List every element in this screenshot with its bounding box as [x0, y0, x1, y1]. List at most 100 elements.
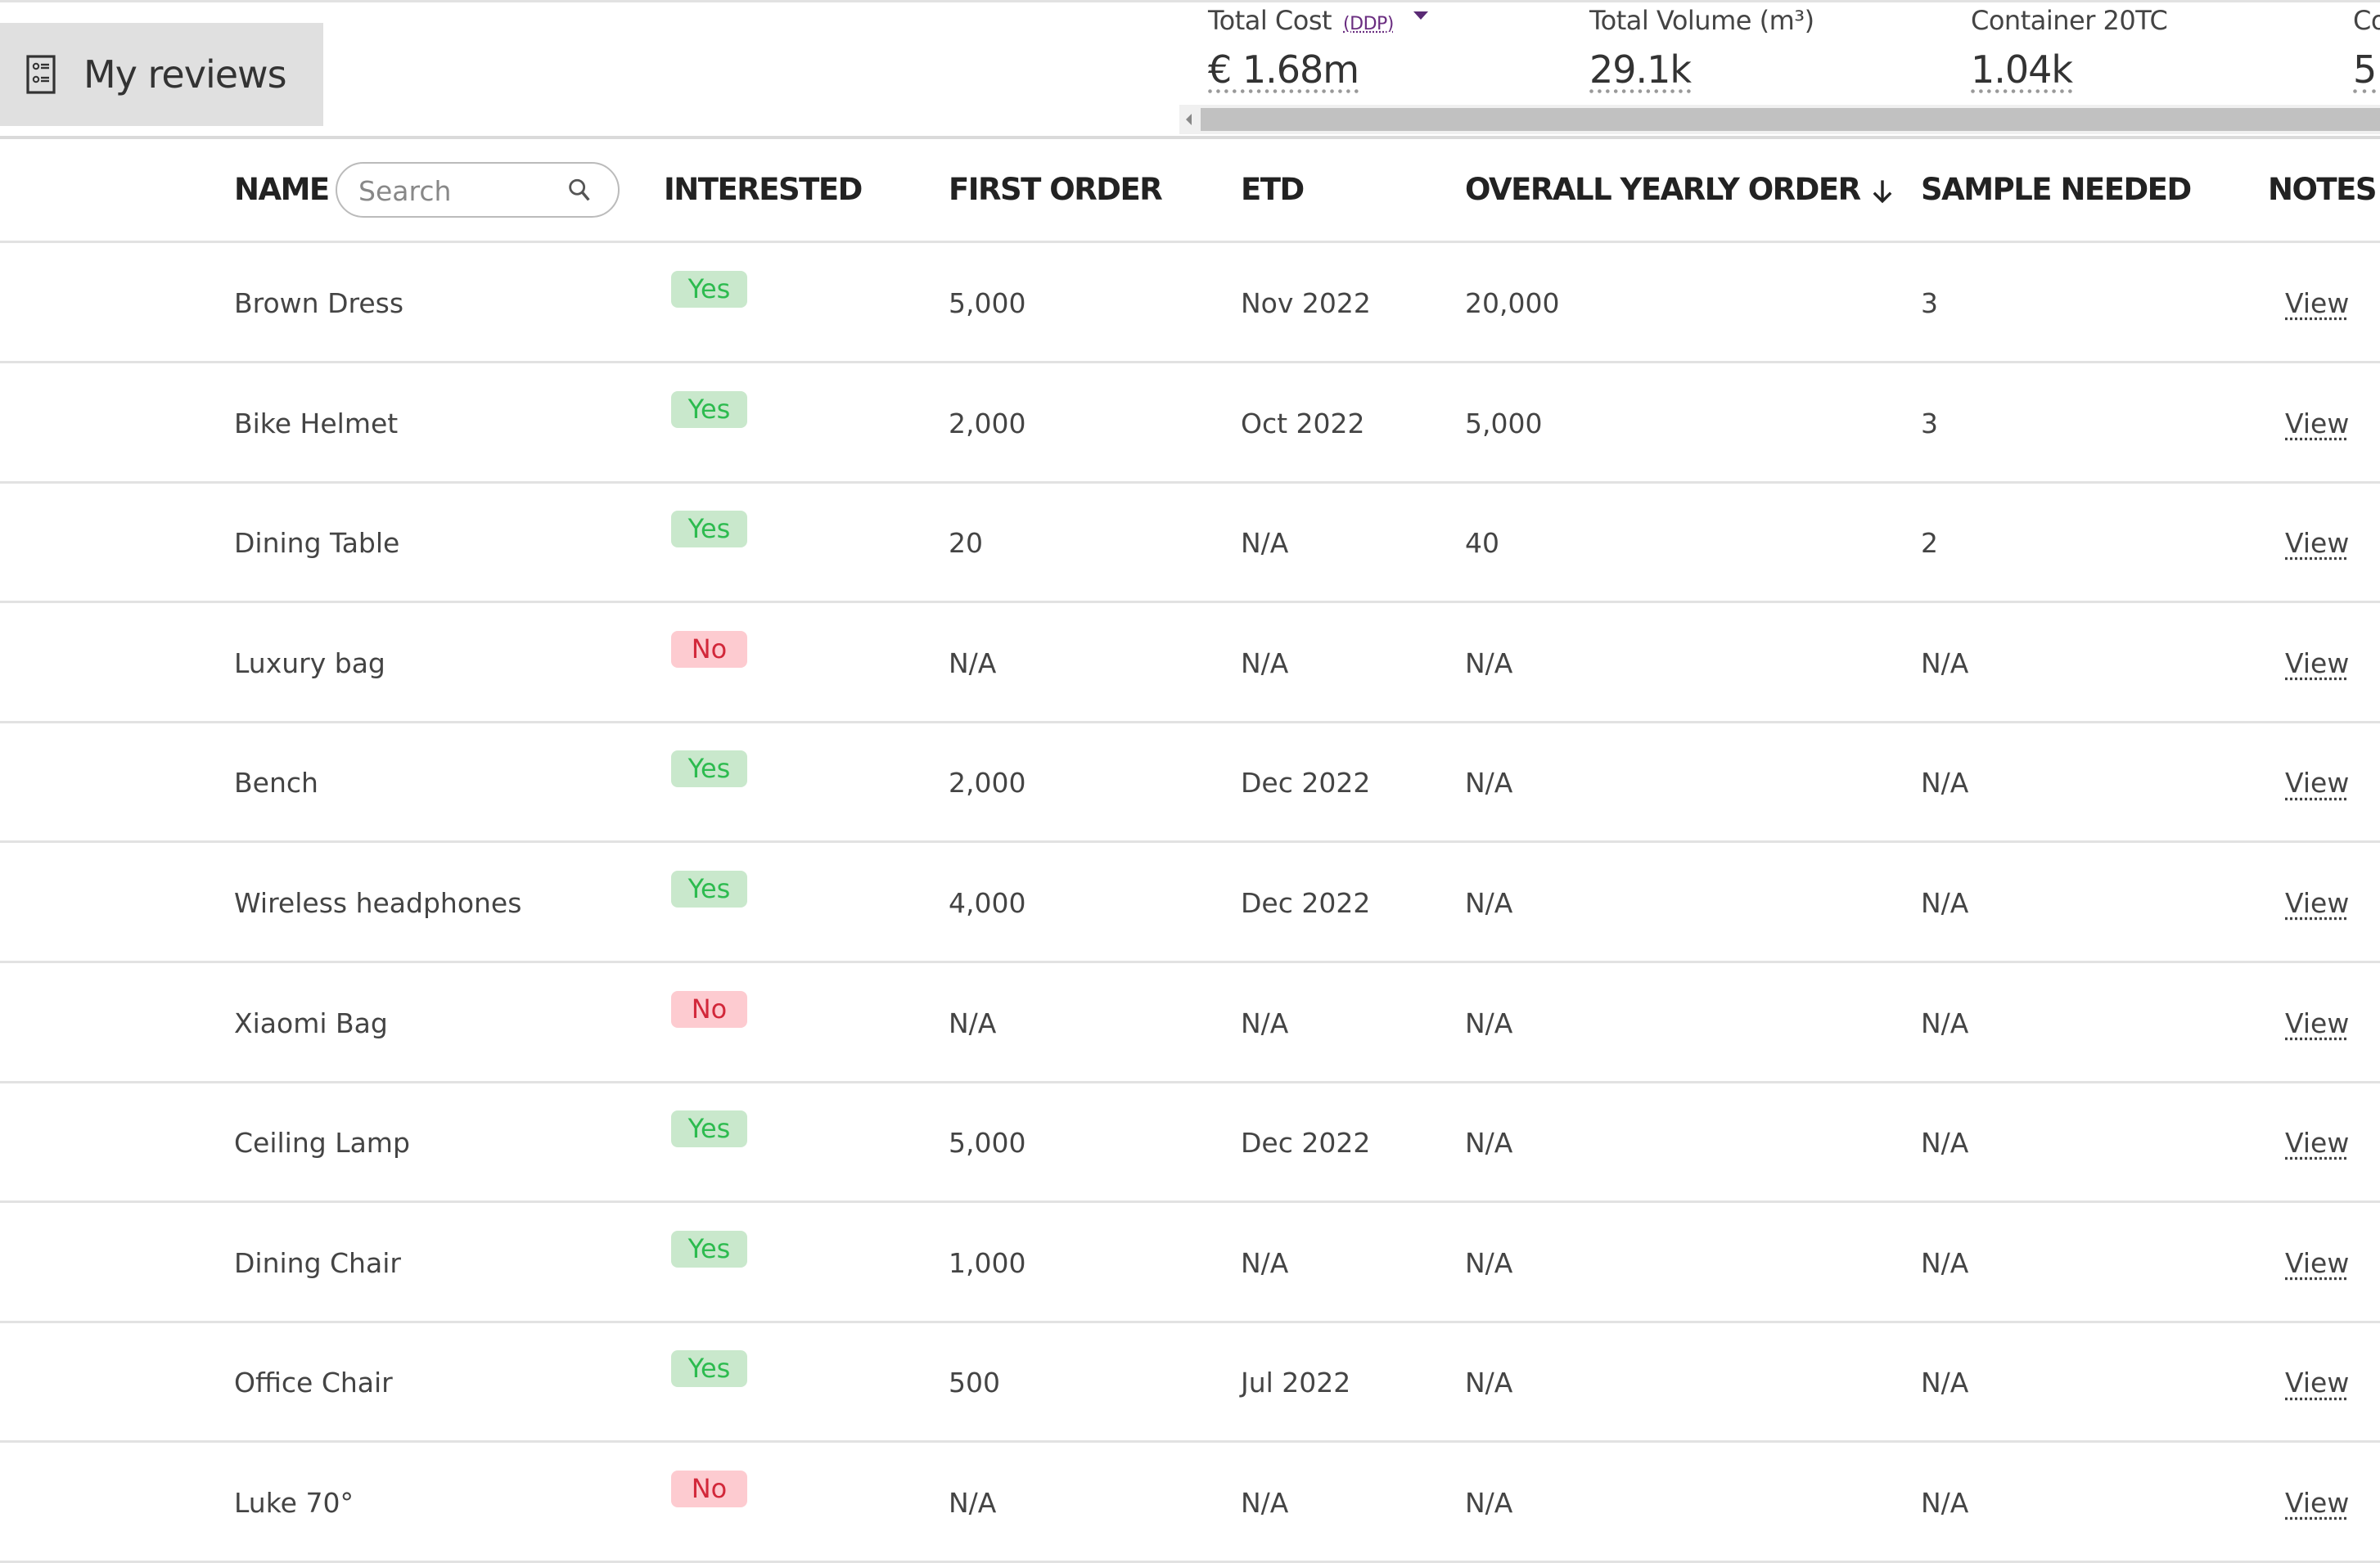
cell-sample-needed: N/A: [1921, 767, 1969, 800]
cell-name: Bike Helmet: [234, 407, 399, 439]
table-row[interactable]: Dining Table 20 N/A 40 2 Yes View: [0, 483, 2380, 604]
cell-name: Office Chair: [234, 1367, 393, 1399]
interested-badge: Yes: [671, 390, 747, 428]
cell-first-order: 4,000: [949, 887, 1026, 919]
table-row[interactable]: Xiaomi Bag N/A N/A N/A N/A No View: [0, 963, 2380, 1083]
cell-etd: Nov 2022: [1241, 287, 1371, 319]
cell-overall-yearly-order: N/A: [1465, 887, 1513, 919]
cell-overall-yearly-order: 20,000: [1465, 287, 1560, 319]
kpi-value: 29.1k: [1589, 47, 1692, 92]
column-header-first-order[interactable]: FIRST ORDER: [949, 172, 1163, 207]
kpi-value: 5: [2353, 47, 2377, 92]
view-notes-link[interactable]: View: [2285, 1127, 2350, 1160]
kpi-label: Total Cost: [1208, 5, 1332, 36]
column-header-overall-yearly-order[interactable]: OVERALL YEARLY ORDER: [1465, 172, 1896, 207]
cell-name: Bench: [234, 767, 318, 800]
cell-first-order: 500: [949, 1367, 1000, 1399]
interested-badge: Yes: [671, 1110, 747, 1148]
cell-name: Xiaomi Bag: [234, 1007, 388, 1039]
kpi-label: Container 20TC: [1971, 5, 2168, 36]
cell-first-order: 2,000: [949, 767, 1026, 800]
interested-badge: Yes: [671, 750, 747, 788]
cell-etd: N/A: [1241, 1487, 1289, 1519]
cell-etd: Oct 2022: [1241, 407, 1365, 439]
column-header-name[interactable]: NAME: [234, 172, 330, 207]
search-input[interactable]: [357, 173, 565, 208]
kpi-label: Co: [2353, 5, 2380, 36]
arrow-down-icon[interactable]: [1868, 177, 1896, 206]
page-title: My reviews: [83, 52, 287, 97]
interested-badge: Yes: [671, 1350, 747, 1388]
kpi-label: Total Volume (m³): [1589, 5, 1814, 36]
cell-name: Brown Dress: [234, 287, 404, 319]
my-reviews-tab[interactable]: My reviews: [0, 23, 323, 126]
search-field[interactable]: [336, 162, 620, 218]
column-header-etd[interactable]: ETD: [1241, 172, 1305, 207]
search-icon[interactable]: [566, 177, 593, 205]
view-notes-link[interactable]: View: [2285, 1246, 2350, 1279]
view-notes-link[interactable]: View: [2285, 407, 2350, 439]
view-notes-link[interactable]: View: [2285, 646, 2350, 679]
kpi-total-volume: Total Volume (m³) 29.1k: [1589, 5, 1814, 92]
interested-badge: No: [671, 990, 747, 1028]
cell-name: Dining Chair: [234, 1246, 401, 1279]
divider: [0, 241, 2380, 243]
table-row[interactable]: Bench 2,000 Dec 2022 N/A N/A Yes View: [0, 723, 2380, 844]
kpi-sub-ddp[interactable]: (DDP): [1343, 14, 1394, 34]
cell-etd: N/A: [1241, 527, 1289, 560]
interested-badge: Yes: [671, 271, 747, 308]
cell-first-order: 5,000: [949, 287, 1026, 319]
cell-sample-needed: N/A: [1921, 887, 1969, 919]
kpi-value: 1.04k: [1971, 47, 2073, 92]
view-notes-link[interactable]: View: [2285, 1487, 2350, 1519]
table-row[interactable]: Ceiling Lamp 5,000 Dec 2022 N/A N/A Yes View: [0, 1083, 2380, 1204]
interested-badge: Yes: [671, 511, 747, 548]
view-notes-link[interactable]: View: [2285, 767, 2350, 800]
view-notes-link[interactable]: View: [2285, 287, 2350, 319]
kpi-partial: Co 5: [2353, 5, 2380, 92]
view-notes-link[interactable]: View: [2285, 527, 2350, 560]
scrollbar-thumb[interactable]: [1201, 108, 2380, 131]
column-header-interested[interactable]: INTERESTED: [664, 172, 863, 207]
cell-name: Dining Table: [234, 527, 400, 560]
interested-badge: Yes: [671, 871, 747, 908]
cell-overall-yearly-order: 5,000: [1465, 407, 1543, 439]
cell-sample-needed: N/A: [1921, 1487, 1969, 1519]
column-header-label: OVERALL YEARLY ORDER: [1465, 172, 1861, 207]
table-row[interactable]: Luke 70° N/A N/A N/A N/A No View: [0, 1443, 2380, 1563]
view-notes-link[interactable]: View: [2285, 887, 2350, 919]
horizontal-scrollbar[interactable]: [1179, 105, 2380, 134]
column-header-sample-needed[interactable]: SAMPLE NEEDED: [1921, 172, 2192, 207]
view-notes-link[interactable]: View: [2285, 1367, 2350, 1399]
cell-first-order: 20: [949, 527, 983, 560]
view-notes-link[interactable]: View: [2285, 1007, 2350, 1039]
kpi-value: € 1.68m: [1208, 47, 1359, 92]
cell-sample-needed: N/A: [1921, 1127, 1969, 1160]
top-border: [0, 0, 2380, 2]
table-row[interactable]: Brown Dress 5,000 Nov 2022 20,000 3 Yes View: [0, 243, 2380, 363]
divider: [0, 136, 2380, 139]
cell-etd: Jul 2022: [1241, 1367, 1351, 1399]
scroll-left-icon[interactable]: [1186, 114, 1192, 125]
cell-overall-yearly-order: N/A: [1465, 1246, 1513, 1279]
table-row[interactable]: Wireless headphones 4,000 Dec 2022 N/A N/A Ye…: [0, 843, 2380, 963]
caret-down-icon[interactable]: [1413, 11, 1428, 20]
cell-etd: Dec 2022: [1241, 1127, 1371, 1160]
cell-sample-needed: N/A: [1921, 646, 1969, 679]
cell-first-order: 2,000: [949, 407, 1026, 439]
list-checks-icon: [26, 55, 56, 94]
column-header-notes[interactable]: NOTES: [2268, 172, 2378, 207]
table-row[interactable]: Luxury bag N/A N/A N/A N/A No View: [0, 603, 2380, 723]
table-row[interactable]: Bike Helmet 2,000 Oct 2022 5,000 3 Yes View: [0, 363, 2380, 484]
cell-sample-needed: 3: [1921, 287, 1938, 319]
cell-overall-yearly-order: 40: [1465, 527, 1499, 560]
cell-overall-yearly-order: N/A: [1465, 1007, 1513, 1039]
table-row[interactable]: Dining Chair 1,000 N/A N/A N/A Yes View: [0, 1203, 2380, 1323]
table-row[interactable]: Office Chair 500 Jul 2022 N/A N/A Yes View: [0, 1322, 2380, 1444]
cell-name: Ceiling Lamp: [234, 1127, 410, 1160]
cell-etd: N/A: [1241, 646, 1289, 679]
cell-etd: Dec 2022: [1241, 887, 1371, 919]
cell-overall-yearly-order: N/A: [1465, 1487, 1513, 1519]
cell-name: Wireless headphones: [234, 887, 522, 919]
cell-name: Luxury bag: [234, 646, 385, 679]
